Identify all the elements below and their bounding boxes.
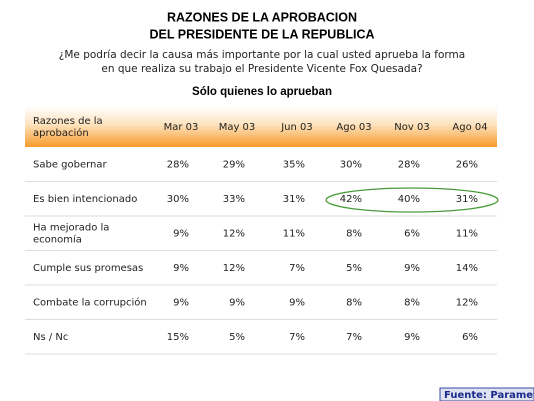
cell: 9% — [173, 297, 189, 308]
cell: 8% — [404, 297, 420, 308]
cell: 30% — [167, 194, 189, 205]
cell: 5% — [346, 263, 362, 274]
cell: 8% — [346, 297, 362, 308]
row-label: Combate la corrupción — [33, 296, 147, 308]
cell: 30% — [340, 159, 362, 170]
cell: 40% — [398, 194, 420, 205]
title: DEL PRESIDENTE DE LA REPUBLICA — [149, 27, 374, 41]
row-label: Ha mejorado la — [33, 222, 109, 233]
cell: 9% — [289, 297, 305, 308]
cell: 15% — [167, 332, 189, 343]
row-label: Cumple sus promesas — [33, 263, 143, 274]
cell: 31% — [456, 194, 478, 205]
row-label: Razones de la — [33, 116, 103, 127]
cell: 11% — [283, 228, 305, 239]
row-label: economía — [33, 233, 82, 245]
header-band — [25, 106, 497, 147]
row-label: aprobación — [33, 127, 89, 139]
cell: 6% — [404, 228, 420, 239]
column-header: Ago 04 — [452, 122, 487, 133]
column-header: May 03 — [219, 122, 256, 133]
cell: 9% — [229, 297, 245, 308]
cell: 12% — [456, 297, 478, 308]
highlight-ellipse — [325, 187, 499, 213]
cell: 35% — [283, 159, 305, 170]
subtitle: Sólo quienes lo aprueban — [192, 86, 332, 98]
cell: 12% — [223, 228, 245, 239]
cell: 33% — [223, 194, 245, 205]
row-label: Ns / Nc — [33, 332, 68, 343]
cell: 9% — [173, 263, 189, 274]
cell: 28% — [167, 159, 189, 170]
column-header: Nov 03 — [394, 122, 429, 133]
cell: 9% — [404, 332, 420, 343]
row-label: Sabe gobernar — [33, 159, 108, 170]
column-header: Ago 03 — [336, 122, 371, 133]
cell: 5% — [229, 332, 245, 343]
source: Fuente: Parametrí — [444, 389, 534, 401]
cell: 8% — [346, 228, 362, 239]
question: ¿Me podría decir la causa más importante… — [59, 49, 465, 61]
cell: 6% — [462, 332, 478, 343]
cell: 7% — [346, 332, 362, 343]
cell: 42% — [340, 194, 362, 205]
cell: 11% — [456, 228, 478, 239]
row-label: Es bien intencionado — [33, 194, 137, 205]
cell: 29% — [223, 159, 245, 170]
cell: 14% — [456, 263, 478, 274]
source-box — [439, 387, 534, 401]
title: RAZONES DE LA APROBACION — [167, 10, 357, 24]
cell: 12% — [223, 263, 245, 274]
question: en que realiza su trabajo el Presidente … — [101, 63, 422, 75]
cell: 28% — [398, 159, 420, 170]
cell: 26% — [456, 159, 478, 170]
cell: 7% — [289, 263, 305, 274]
cell: 9% — [173, 228, 189, 239]
column-header: Jun 03 — [280, 122, 313, 133]
column-header: Mar 03 — [164, 122, 199, 133]
cell: 9% — [404, 263, 420, 274]
cell: 7% — [289, 332, 305, 343]
cell: 31% — [283, 194, 305, 205]
